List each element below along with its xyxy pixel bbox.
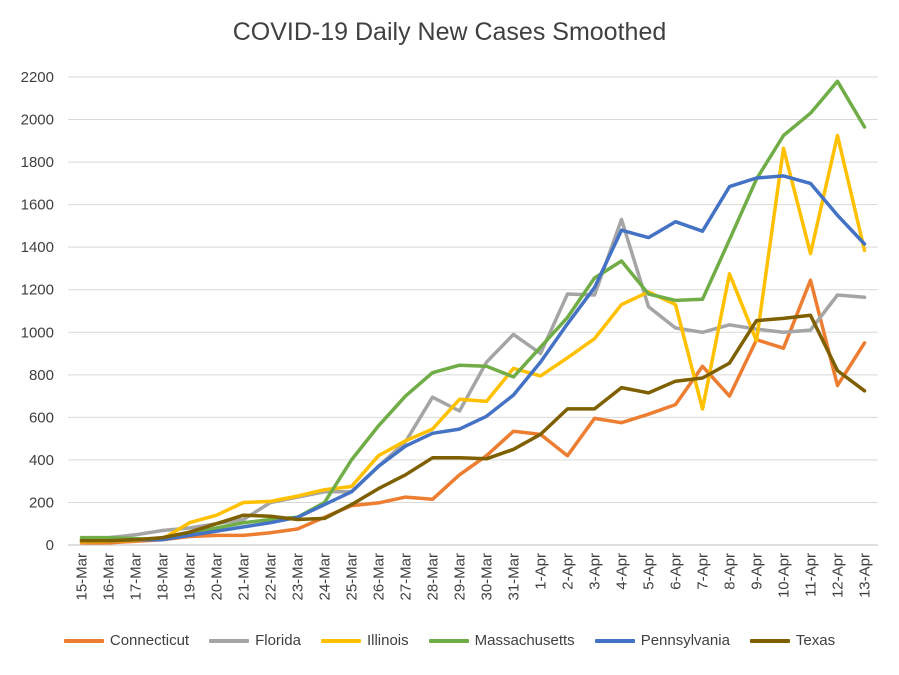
legend-item: Connecticut	[63, 632, 190, 649]
x-tick-label: 22-Mar	[263, 553, 280, 601]
legend-swatch	[63, 638, 104, 643]
series-line-massachusetts	[79, 79, 867, 542]
y-tick-label: 1200	[21, 282, 54, 299]
series-line-illinois	[79, 133, 867, 544]
y-tick-label: 1400	[21, 239, 54, 256]
legend-swatch	[749, 638, 790, 643]
x-tick-label: 13-Apr	[857, 553, 874, 598]
x-tick-label: 9-Apr	[749, 553, 766, 590]
x-tick-label: 8-Apr	[722, 553, 739, 590]
legend-item: Florida	[209, 632, 301, 649]
x-tick-label: 17-Mar	[128, 553, 145, 601]
series-line-pennsylvania	[79, 174, 867, 543]
x-tick-label: 12-Apr	[830, 553, 847, 598]
series-line-texas	[79, 313, 867, 543]
x-tick-label: 7-Apr	[695, 553, 712, 590]
legend-swatch	[209, 638, 250, 643]
x-tick-label: 1-Apr	[533, 553, 550, 590]
x-tick-label: 23-Mar	[290, 553, 307, 601]
y-tick-label: 2200	[21, 69, 54, 86]
y-tick-label: 200	[29, 494, 54, 511]
y-tick-label: 800	[29, 367, 54, 384]
x-tick-label: 10-Apr	[776, 553, 793, 598]
x-tick-label: 28-Mar	[425, 553, 442, 601]
x-tick-label: 29-Mar	[452, 553, 469, 601]
legend-item: Pennsylvania	[594, 632, 730, 649]
legend: Connecticut Florida Illinois Massachusetts P…	[0, 632, 899, 649]
x-tick-label: 19-Mar	[182, 553, 199, 601]
x-tick-label: 27-Mar	[398, 553, 415, 601]
series-line-connecticut	[79, 278, 867, 545]
x-tick-label: 24-Mar	[317, 553, 334, 601]
y-tick-label: 2000	[21, 112, 54, 129]
y-tick-label: 400	[29, 452, 54, 469]
legend-label: Connecticut	[109, 632, 190, 649]
legend-label: Pennsylvania	[640, 632, 730, 649]
x-tick-label: 11-Apr	[803, 553, 820, 597]
legend-item: Texas	[749, 632, 836, 649]
x-tick-label: 15-Mar	[74, 553, 91, 601]
x-tick-label: 31-Mar	[506, 553, 523, 601]
x-tick-label: 5-Apr	[641, 553, 658, 590]
series-line-florida	[79, 217, 867, 541]
legend-label: Texas	[795, 632, 836, 649]
legend-label: Illinois	[366, 632, 409, 649]
legend-swatch	[428, 638, 469, 643]
legend-item: Illinois	[320, 632, 409, 649]
y-tick-label: 600	[29, 409, 54, 426]
x-tick-label: 16-Mar	[101, 553, 118, 601]
legend-label: Massachusetts	[474, 632, 575, 649]
y-tick-label: 0	[46, 537, 54, 554]
x-tick-label: 18-Mar	[155, 553, 172, 601]
legend-swatch	[594, 638, 635, 643]
x-tick-label: 20-Mar	[209, 553, 226, 601]
y-tick-label: 1600	[21, 197, 54, 214]
x-tick-label: 25-Mar	[344, 553, 361, 601]
x-tick-label: 4-Apr	[614, 553, 631, 590]
x-tick-label: 30-Mar	[479, 553, 496, 601]
plot-area: 0 200 400 600 800 1000 1200 1400 1600 1800 2000 220…	[21, 69, 878, 601]
x-tick-label: 21-Mar	[236, 553, 253, 601]
chart-title: COVID-19 Daily New Cases Smoothed	[232, 18, 667, 46]
y-tick-label: 1800	[21, 154, 54, 171]
x-tick-label: 6-Apr	[668, 553, 685, 590]
x-tick-label: 26-Mar	[371, 553, 388, 601]
x-tick-label: 3-Apr	[587, 553, 604, 590]
y-tick-label: 1000	[21, 324, 54, 341]
legend-label: Florida	[255, 632, 301, 649]
x-tick-label: 2-Apr	[560, 553, 577, 590]
legend-swatch	[320, 638, 361, 643]
legend-item: Massachusetts	[428, 632, 575, 649]
